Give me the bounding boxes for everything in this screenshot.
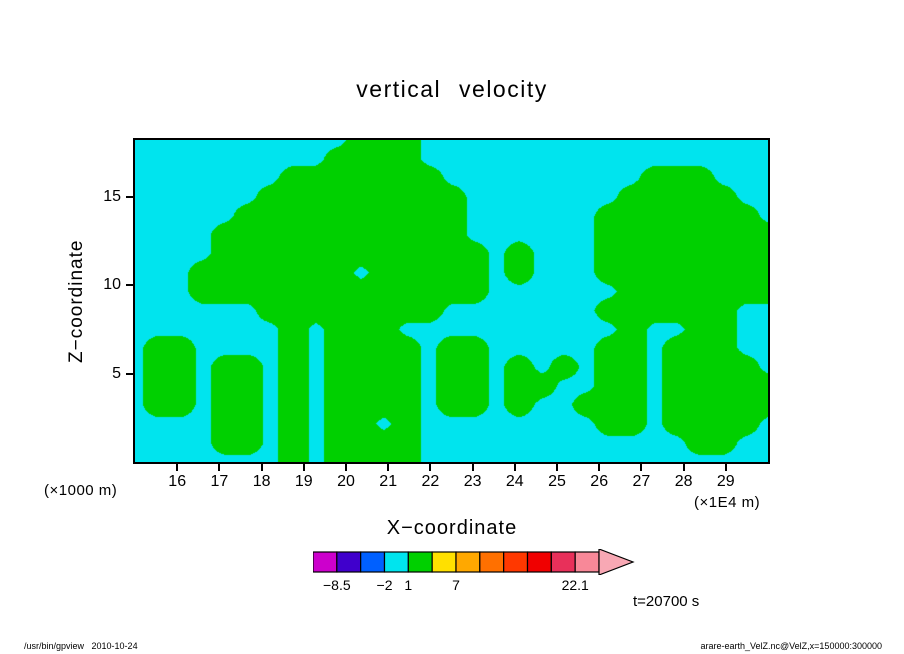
x-tick-mark	[302, 464, 305, 471]
time-annotation: t=20700 s	[633, 593, 700, 610]
contour-field-canvas	[135, 140, 768, 462]
x-tick-mark	[260, 464, 263, 471]
x-tick-mark	[513, 464, 516, 471]
x-tick-label: 29	[716, 473, 735, 490]
x-tick-mark	[598, 464, 601, 471]
footer-source: arare-earth_VelZ.nc@VelZ,x=150000:300000	[700, 641, 882, 651]
x-tick-mark	[640, 464, 643, 471]
y-tick-mark	[126, 195, 133, 198]
colorbar-tick-label: −8.5	[322, 577, 351, 593]
x-tick-mark	[429, 464, 432, 471]
y-axis-unit: (×1000 m)	[44, 482, 118, 499]
plot-area: 16 17 18 19 20 21 22 23 24 25 26 27 28 29 5 10 15	[103, 138, 770, 490]
colorbar-labels: −8.5 −2 1 7 22.1	[313, 577, 599, 593]
y-axis-label: Z−coordinate	[66, 239, 87, 363]
x-tick-label: 28	[674, 473, 693, 490]
x-tick-mark	[218, 464, 221, 471]
colorbar-tick-label: 7	[452, 577, 460, 593]
x-tick-mark	[556, 464, 558, 471]
x-tick-mark	[387, 464, 390, 471]
x-tick-label: 19	[294, 473, 313, 490]
footer-command: /usr/bin/gpview 2010-10-24	[24, 641, 138, 651]
x-tick-mark	[724, 464, 727, 471]
x-tick-label: 27	[632, 473, 651, 490]
x-tick-label: 18	[252, 473, 271, 490]
colorbar	[313, 549, 635, 575]
x-tick-label: 20	[337, 473, 355, 490]
x-tick-label: 17	[210, 473, 229, 490]
y-tick-label: 15	[103, 187, 121, 205]
x-tick-label: 22	[421, 473, 440, 490]
x-tick-mark	[682, 464, 685, 471]
y-tick-label: 10	[103, 276, 121, 294]
x-tick-mark	[176, 464, 179, 471]
x-tick-label: 25	[548, 473, 566, 490]
x-axis-label: X−coordinate	[386, 517, 518, 539]
x-axis-unit: (×1E4 m)	[694, 494, 761, 511]
x-tick-label: 26	[590, 473, 609, 490]
x-tick-label: 23	[463, 473, 482, 490]
y-tick-mark	[126, 372, 133, 375]
x-tick-label: 21	[379, 473, 398, 490]
colorbar-tick-label: 22.1	[561, 577, 589, 593]
y-tick-mark	[126, 284, 133, 287]
colorbar-tick-label: 1	[404, 577, 413, 593]
x-tick-mark	[471, 464, 474, 471]
x-tick-label: 16	[168, 473, 187, 490]
x-tick-mark	[345, 464, 347, 471]
colorbar-tick-label: −2	[376, 577, 393, 593]
chart-title: vertical velocity	[356, 76, 548, 102]
y-tick-label: 5	[112, 364, 121, 382]
x-tick-label: 24	[505, 473, 524, 490]
